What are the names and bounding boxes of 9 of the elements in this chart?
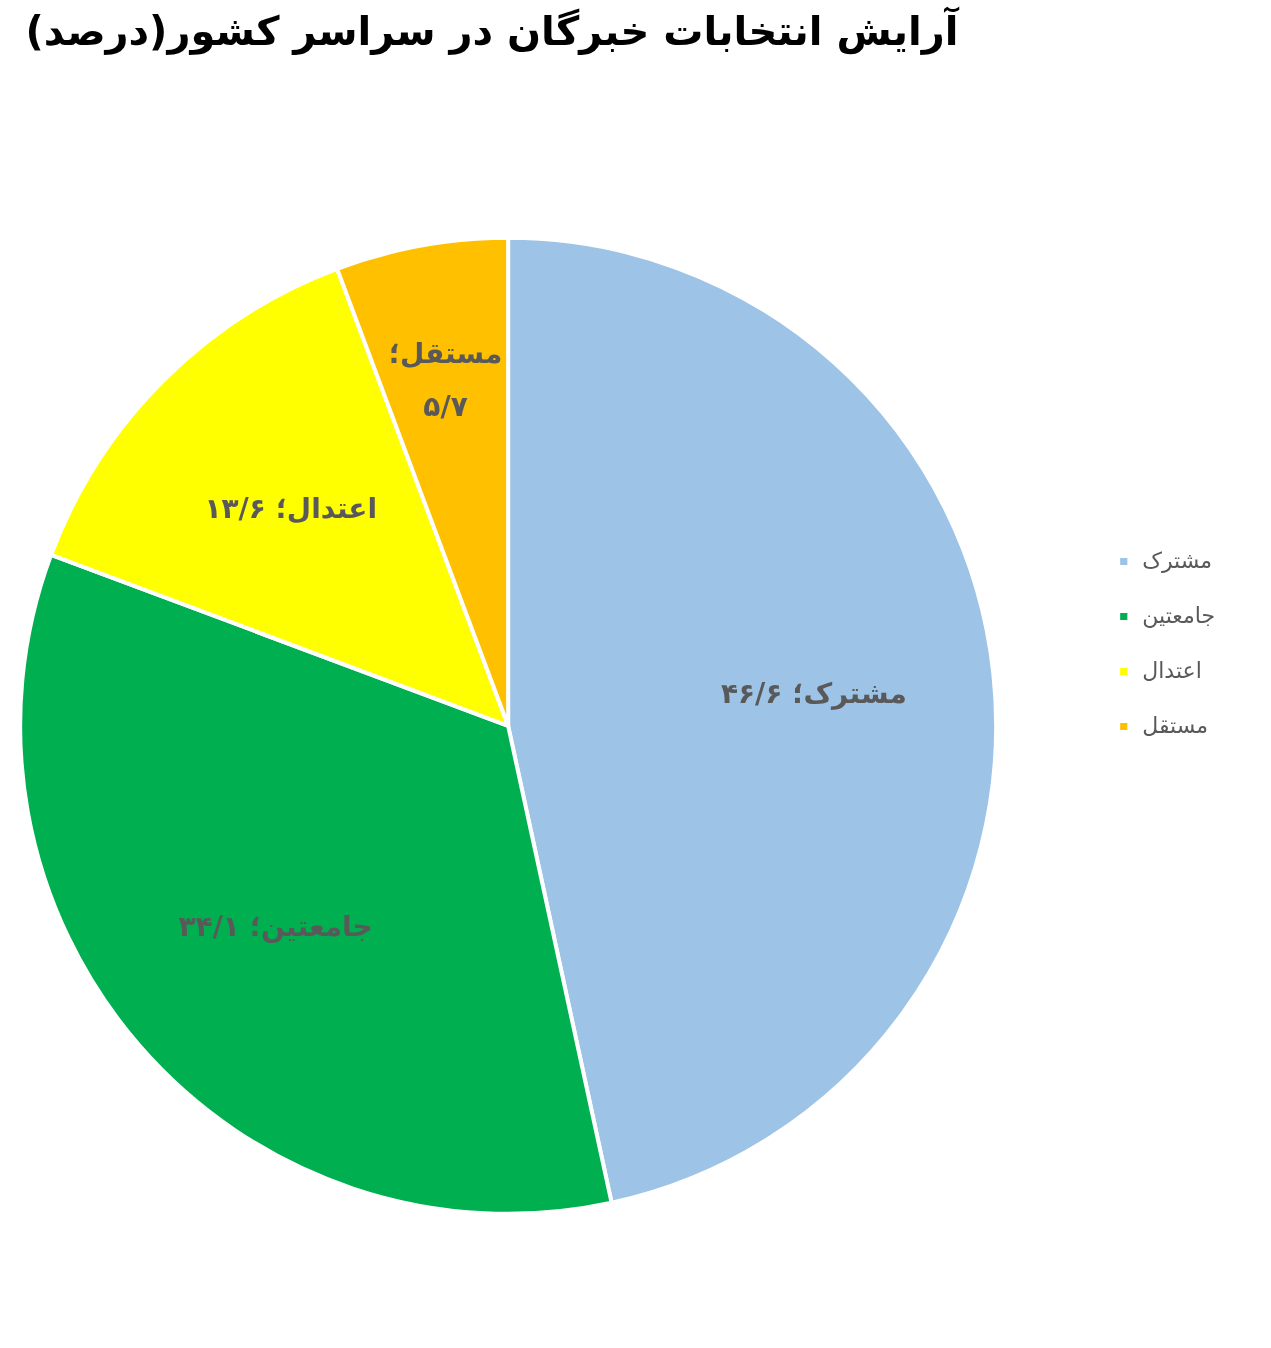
data-label: جامعتین؛ ۳۴/۱ bbox=[178, 910, 373, 944]
legend-label: اعتدال bbox=[1142, 658, 1202, 683]
chart-title: آرایش انتخابات خبرگان در سراسر کشور(درصد) bbox=[25, 5, 960, 55]
legend-label: مشترک bbox=[1142, 548, 1213, 573]
legend-label: مستقل bbox=[1142, 713, 1209, 738]
data-label: اعتدال؛ ۱۳/۶ bbox=[204, 491, 378, 525]
legend-label: جامعتین bbox=[1142, 603, 1215, 628]
data-label: مستقل؛ ۵/۷ bbox=[388, 337, 503, 424]
data-label: مشترک؛ ۴۶/۶ bbox=[720, 676, 907, 710]
